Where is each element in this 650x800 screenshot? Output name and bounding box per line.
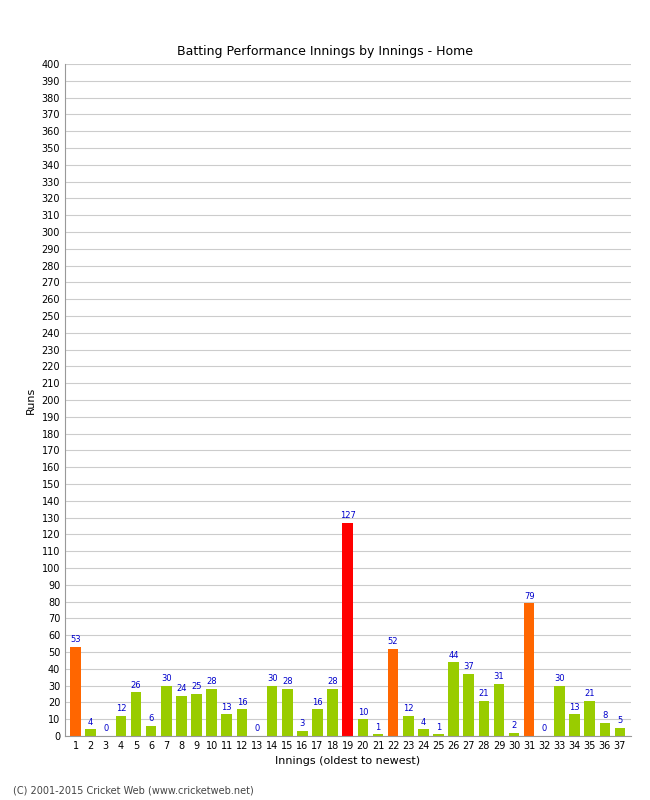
Text: 12: 12 <box>116 704 126 714</box>
Bar <box>343 522 353 736</box>
Text: 10: 10 <box>358 708 368 717</box>
Text: 52: 52 <box>388 637 398 646</box>
Text: 127: 127 <box>340 511 356 520</box>
Text: 0: 0 <box>103 725 109 734</box>
Text: 30: 30 <box>161 674 172 683</box>
Text: 26: 26 <box>131 681 142 690</box>
Bar <box>448 662 459 736</box>
Text: 12: 12 <box>403 704 413 714</box>
Bar <box>509 733 519 736</box>
Bar <box>569 714 580 736</box>
Bar <box>267 686 278 736</box>
X-axis label: Innings (oldest to newest): Innings (oldest to newest) <box>275 757 421 766</box>
Bar <box>131 692 141 736</box>
Text: 25: 25 <box>191 682 202 691</box>
Text: 13: 13 <box>569 702 580 712</box>
Text: 37: 37 <box>463 662 474 671</box>
Bar <box>312 709 323 736</box>
Text: Batting Performance Innings by Innings - Home: Batting Performance Innings by Innings -… <box>177 46 473 58</box>
Bar <box>372 734 384 736</box>
Bar <box>328 689 338 736</box>
Text: 21: 21 <box>478 689 489 698</box>
Text: 3: 3 <box>300 719 305 729</box>
Text: 8: 8 <box>602 711 608 720</box>
Text: 13: 13 <box>222 702 232 712</box>
Bar <box>418 730 428 736</box>
Bar <box>463 674 474 736</box>
Bar <box>493 684 504 736</box>
Bar <box>176 696 187 736</box>
Bar <box>237 709 247 736</box>
Bar <box>403 716 413 736</box>
Bar <box>161 686 172 736</box>
Text: 1: 1 <box>375 723 381 732</box>
Text: 5: 5 <box>618 716 623 725</box>
Text: 21: 21 <box>584 689 595 698</box>
Bar <box>433 734 444 736</box>
Text: 4: 4 <box>421 718 426 726</box>
Text: 28: 28 <box>206 678 217 686</box>
Text: 30: 30 <box>267 674 278 683</box>
Text: 24: 24 <box>176 684 187 693</box>
Bar <box>358 719 368 736</box>
Bar <box>478 701 489 736</box>
Text: 30: 30 <box>554 674 565 683</box>
Bar <box>524 603 534 736</box>
Text: 28: 28 <box>282 678 293 686</box>
Bar <box>116 716 126 736</box>
Text: 16: 16 <box>312 698 323 706</box>
Bar <box>388 649 398 736</box>
Bar <box>297 731 307 736</box>
Bar <box>85 730 96 736</box>
Text: 31: 31 <box>493 672 504 682</box>
Text: 4: 4 <box>88 718 94 726</box>
Text: 1: 1 <box>436 723 441 732</box>
Bar <box>191 694 202 736</box>
Bar <box>222 714 232 736</box>
Text: 44: 44 <box>448 650 459 659</box>
Y-axis label: Runs: Runs <box>26 386 36 414</box>
Bar <box>282 689 293 736</box>
Bar <box>70 647 81 736</box>
Bar <box>599 722 610 736</box>
Bar <box>554 686 565 736</box>
Text: 53: 53 <box>70 635 81 645</box>
Bar <box>615 728 625 736</box>
Bar <box>584 701 595 736</box>
Bar <box>207 689 217 736</box>
Text: 28: 28 <box>328 678 338 686</box>
Text: 79: 79 <box>524 592 534 601</box>
Text: 2: 2 <box>512 721 517 730</box>
Text: 16: 16 <box>237 698 247 706</box>
Text: 0: 0 <box>541 725 547 734</box>
Text: 0: 0 <box>254 725 259 734</box>
Bar <box>146 726 157 736</box>
Text: 6: 6 <box>148 714 154 723</box>
Text: (C) 2001-2015 Cricket Web (www.cricketweb.net): (C) 2001-2015 Cricket Web (www.cricketwe… <box>13 786 254 795</box>
